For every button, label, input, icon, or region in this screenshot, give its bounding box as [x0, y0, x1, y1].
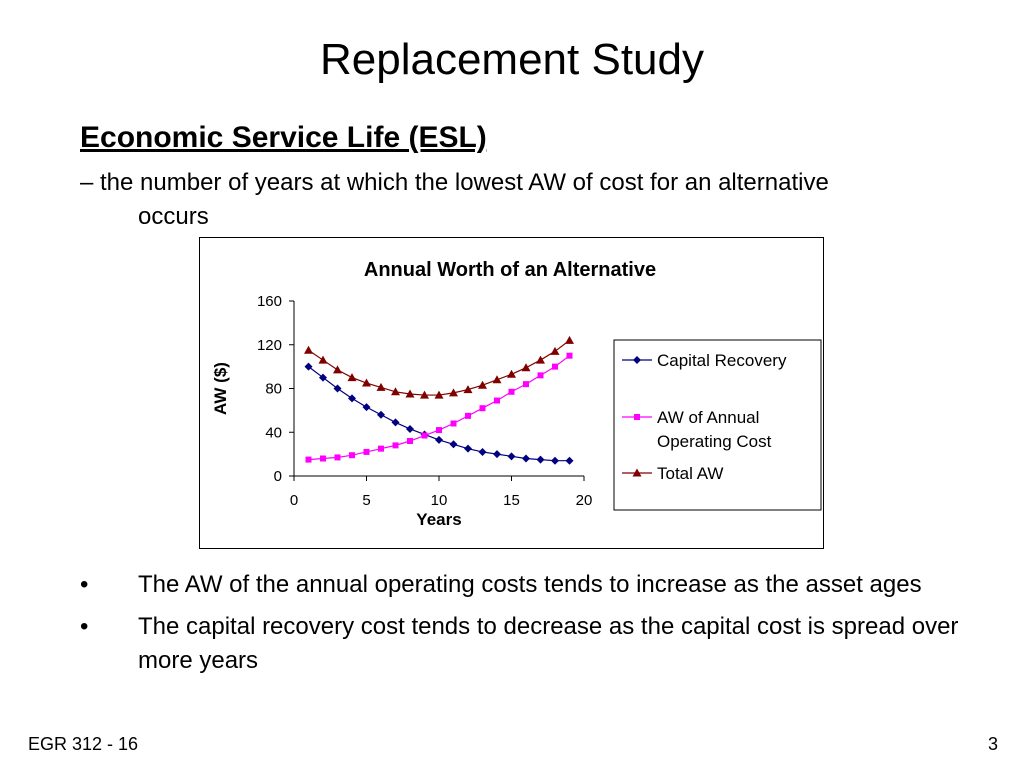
- section-heading: Economic Service Life (ESL): [80, 121, 487, 154]
- data-point-series-1: [537, 372, 544, 379]
- page-number: 3: [987, 734, 998, 754]
- chart-frame: Annual Worth of an Alternative 0 40 80 120 16…: [199, 237, 824, 549]
- series-line-2: [308, 339, 570, 396]
- data-point-series-2: [463, 385, 473, 394]
- series-line-0: [308, 366, 570, 462]
- bullet-symbol: •: [80, 613, 89, 640]
- legend-marker: [632, 468, 642, 477]
- data-point-series-2: [521, 363, 531, 372]
- data-point-series-1: [334, 454, 341, 461]
- data-point-series-1: [349, 452, 355, 459]
- data-point-series-1: [465, 412, 471, 419]
- data-point-series-0: [536, 455, 545, 464]
- bullet-item: • The capital recovery cost tends to dec…: [80, 610, 960, 678]
- data-point-series-1: [436, 427, 442, 434]
- legend-box: [613, 339, 822, 511]
- x-tick-label: 15: [503, 492, 520, 509]
- data-point-series-2: [347, 373, 357, 382]
- data-point-series-1: [320, 455, 326, 462]
- data-point-series-0: [333, 384, 342, 393]
- data-point-series-0: [507, 452, 516, 461]
- legend-label: Capital Recovery: [657, 351, 787, 370]
- data-point-series-2: [318, 355, 328, 364]
- definition-text: – the number of years at which the lowes…: [80, 169, 829, 230]
- bullet-symbol: •: [80, 571, 89, 598]
- data-point-series-2: [333, 365, 342, 374]
- data-point-series-2: [536, 355, 545, 364]
- data-point-series-0: [435, 435, 443, 444]
- data-point-series-2: [391, 387, 400, 396]
- chart-title: Annual Worth of an Alternative: [364, 259, 656, 281]
- data-point-series-2: [550, 346, 560, 355]
- y-axis-label: AW ($): [211, 362, 230, 415]
- data-point-series-1: [407, 438, 413, 444]
- bullet-item: • The AW of the annual operating costs t…: [80, 568, 960, 602]
- data-point-series-1: [508, 388, 515, 395]
- data-point-series-0: [449, 440, 458, 449]
- x-tick-label: 10: [431, 492, 448, 509]
- legend-marker: [634, 414, 640, 420]
- data-point-series-2: [362, 378, 371, 387]
- data-point-series-2: [405, 389, 415, 398]
- data-point-series-1: [378, 445, 384, 452]
- data-point-series-0: [551, 456, 559, 465]
- chart: Annual Worth of an Alternative 0 40 80 120 16…: [211, 259, 822, 529]
- data-point-series-2: [449, 388, 458, 397]
- x-axis-label: Years: [416, 510, 461, 529]
- data-point-series-1: [494, 397, 500, 404]
- y-tick-label: 80: [265, 381, 282, 398]
- footer-course-label: EGR 312 - 16: [28, 734, 139, 754]
- data-point-series-1: [479, 405, 486, 412]
- x-tick-label: 20: [576, 492, 593, 509]
- data-point-series-0: [478, 447, 487, 456]
- data-point-series-0: [522, 454, 530, 463]
- slide-title: Replacement Study: [320, 35, 704, 84]
- data-point-series-0: [362, 403, 371, 412]
- data-point-series-1: [566, 352, 573, 359]
- data-point-series-0: [406, 424, 414, 433]
- data-point-series-2: [304, 345, 313, 354]
- y-tick-label: 0: [274, 468, 282, 485]
- data-point-series-2: [565, 335, 574, 344]
- data-point-series-0: [464, 444, 472, 453]
- data-point-series-1: [421, 432, 428, 439]
- data-point-series-2: [434, 390, 444, 399]
- data-point-series-2: [478, 380, 487, 389]
- y-tick-label: 40: [265, 424, 282, 441]
- data-point-series-0: [391, 418, 400, 427]
- series-line-1: [308, 355, 570, 461]
- x-tick-label: 5: [362, 492, 370, 509]
- bullet-text: The capital recovery cost tends to decre…: [138, 613, 959, 674]
- data-point-series-0: [493, 450, 501, 459]
- data-point-series-0: [377, 410, 385, 419]
- legend-label: Operating Cost: [657, 432, 772, 451]
- x-tick-label: 0: [290, 492, 298, 509]
- data-point-series-1: [523, 381, 529, 388]
- y-tick-label: 160: [257, 293, 282, 310]
- data-point-series-1: [305, 456, 312, 463]
- data-point-series-2: [376, 382, 386, 391]
- data-point-series-1: [392, 442, 399, 449]
- bullet-text: The AW of the annual operating costs ten…: [138, 571, 922, 598]
- data-point-series-2: [492, 375, 502, 384]
- y-tick-label: 120: [257, 337, 282, 354]
- data-point-series-0: [319, 373, 327, 382]
- legend-label: AW of Annual: [657, 408, 759, 427]
- data-point-series-2: [507, 369, 516, 378]
- legend-marker: [633, 356, 641, 364]
- data-point-series-1: [450, 420, 457, 427]
- data-point-series-0: [565, 456, 574, 465]
- data-point-series-0: [348, 394, 356, 403]
- data-point-series-1: [552, 363, 558, 370]
- data-point-series-0: [304, 362, 313, 371]
- bullet-list: • The AW of the annual operating costs t…: [80, 568, 960, 686]
- legend-label: Total AW: [657, 464, 723, 483]
- data-point-series-2: [420, 390, 429, 399]
- data-point-series-1: [363, 448, 370, 455]
